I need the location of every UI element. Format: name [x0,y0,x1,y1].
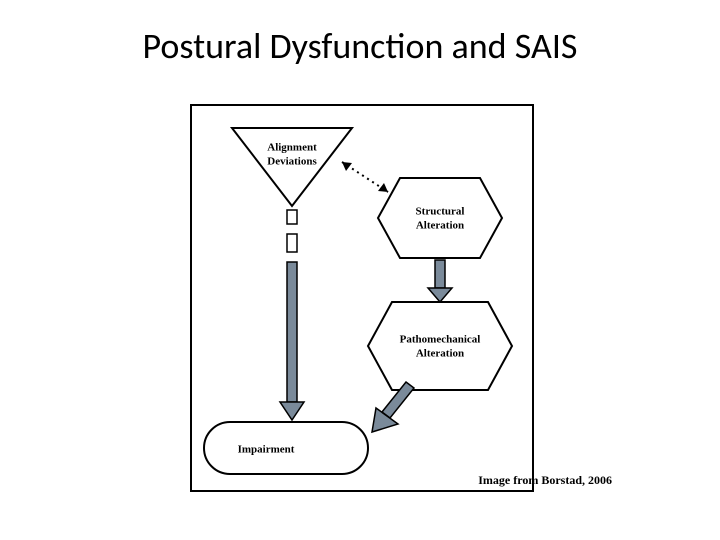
image-citation: Image from Borstad, 2006 [478,473,612,488]
node-structural-alteration: Structural Alteration [378,178,502,258]
page-title: Postural Dysfunction and SAIS [0,24,720,68]
node-label: Alteration [416,348,464,360]
node-label: Alignment [267,142,317,154]
diagram-frame: Alignment Deviations Structural Alterati… [190,104,534,492]
flowchart-svg: Alignment Deviations Structural Alterati… [192,106,528,486]
node-label: Pathomechanical [400,334,481,346]
node-label: Structural [416,206,465,218]
node-label: Impairment [238,444,295,456]
node-label: Deviations [267,156,317,168]
slide: Postural Dysfunction and SAIS Alignment … [0,0,720,540]
edge-align-to-structural [342,162,388,192]
node-alignment-deviations: Alignment Deviations [232,128,352,206]
node-pathomechanical-alteration: Pathomechanical Alteration [368,302,512,390]
node-label: Alteration [416,220,464,232]
edge-align-to-impairment [280,210,304,420]
edge-structural-to-pathomech [428,260,452,302]
node-impairment: Impairment [204,422,368,474]
